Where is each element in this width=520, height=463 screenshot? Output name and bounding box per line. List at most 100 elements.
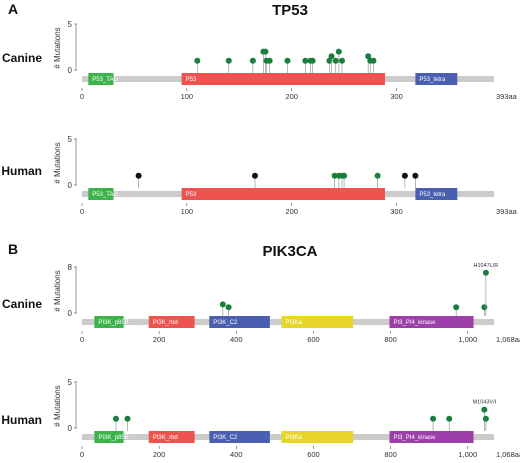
track-tp53-human: Human # Mutations 0 5 P53_TAD P53 P53_tetra 0 10… xyxy=(1,135,517,216)
domain-p53_tetra xyxy=(415,188,458,200)
mutation-point xyxy=(328,53,335,60)
x-tick-label: 0 xyxy=(80,450,84,459)
mutation-point xyxy=(374,172,381,179)
domain-label: PI3Ka xyxy=(285,320,302,326)
x-tick-label: 1,000 xyxy=(458,335,477,344)
mutation-point xyxy=(284,57,291,64)
domain-label: PI3K_p85B xyxy=(98,435,128,441)
x-tick-label: 1,000 xyxy=(458,450,477,459)
panel-b: B PIK3CA xyxy=(8,241,318,260)
mutation-point xyxy=(482,269,489,276)
species-label: Human xyxy=(1,413,42,427)
domain-pi3ka xyxy=(281,316,354,328)
x-tick-label: 0 xyxy=(80,335,84,344)
domain-label: PI3_PI4_kinase xyxy=(393,320,436,326)
domain-pi3k_p85b xyxy=(94,316,124,328)
domain-label: P53_TAD xyxy=(92,192,118,198)
mutation-point xyxy=(332,57,339,64)
mutation-point xyxy=(331,172,338,179)
mutation-point xyxy=(401,172,408,179)
domain-p53_tetra xyxy=(415,73,458,85)
mutation-point xyxy=(194,57,201,64)
x-tick-label: 100 xyxy=(181,92,194,101)
y-tick-label: 0 xyxy=(68,309,73,318)
x-tick-label: 0 xyxy=(80,92,84,101)
domain-label: PI3Ka xyxy=(285,435,302,441)
mutation-point xyxy=(326,57,333,64)
mutation-point xyxy=(412,172,419,179)
x-tick-label: 400 xyxy=(230,450,243,459)
domain-label: P53_TAD xyxy=(92,77,118,83)
track-tp53-canine: Canine # Mutations 0 5 P53_TAD P53 P53_tetra 0 1… xyxy=(2,20,518,101)
x-tick-label: 300 xyxy=(390,207,403,216)
x-tick-label: 200 xyxy=(153,335,166,344)
domain-pi3_pi4_kinase xyxy=(389,316,474,328)
domain-pi3k_p85b xyxy=(94,431,124,443)
domain-label: PI3K_p85B xyxy=(98,320,128,326)
mutation-point xyxy=(251,172,258,179)
x-tick-label: 600 xyxy=(307,335,320,344)
domain-label: P53 xyxy=(186,77,197,83)
y-tick-label: 0 xyxy=(68,181,73,190)
mutation-point xyxy=(453,304,460,311)
domain-pi3k_c2 xyxy=(209,316,270,328)
x-tick-label: 200 xyxy=(285,207,298,216)
mutation-point xyxy=(249,57,256,64)
mutation-point xyxy=(225,57,232,64)
y-tick-label: 5 xyxy=(68,20,73,29)
domain-p53 xyxy=(181,73,385,85)
mutation-point xyxy=(341,172,348,179)
mutation-point xyxy=(112,415,119,422)
domain-pi3ka xyxy=(281,431,354,443)
y-tick-label: 0 xyxy=(68,424,73,433)
mutation-point xyxy=(335,48,342,55)
domain-pi3k_rbd xyxy=(148,316,195,328)
mutation-point xyxy=(430,415,437,422)
x-tick-label: 0 xyxy=(80,207,84,216)
x-tick-label: 800 xyxy=(384,335,397,344)
mutation-point xyxy=(135,172,142,179)
mutation-point xyxy=(338,57,345,64)
mutation-point xyxy=(219,301,226,308)
track-pik3ca-canine: Canine # Mutations 0 8 PI3K_p85B PI3K_rbd PI3K… xyxy=(2,263,520,344)
mutation-point xyxy=(266,57,273,64)
x-end-label: 1,068aa xyxy=(496,335,520,344)
domain-pi3_pi4_kinase xyxy=(389,431,474,443)
mutation-point xyxy=(309,57,316,64)
panel-letter-a: A xyxy=(8,1,18,17)
y-axis-label: # Mutations xyxy=(53,270,62,311)
x-tick-label: 100 xyxy=(181,207,194,216)
domain-pi3k_rbd xyxy=(148,431,195,443)
domain-label: PI3K_C2 xyxy=(213,435,238,441)
mutation-point xyxy=(481,406,488,413)
x-tick-label: 200 xyxy=(153,450,166,459)
domain-pi3k_c2 xyxy=(209,431,270,443)
species-label: Canine xyxy=(2,297,42,311)
domain-p53_tad xyxy=(88,73,114,85)
x-end-label: 393aa xyxy=(496,92,518,101)
domain-p53 xyxy=(181,188,385,200)
domain-label: PI3K_C2 xyxy=(213,320,238,326)
domain-label: P53_tetra xyxy=(419,77,446,83)
domain-p53_tad xyxy=(88,188,114,200)
mutation-point xyxy=(370,57,377,64)
tracks-layer: Canine # Mutations 0 5 P53_TAD P53 P53_tetra 0 1… xyxy=(1,20,520,459)
domain-label: PI3K_rbd xyxy=(153,435,178,441)
mutation-point xyxy=(482,415,489,422)
mutation-point xyxy=(124,415,131,422)
mutation-point xyxy=(302,57,309,64)
domain-label: P53_tetra xyxy=(419,192,446,198)
y-tick-label: 5 xyxy=(68,378,73,387)
track-pik3ca-human: Human # Mutations 0 5 PI3K_p85B PI3K_rbd PI3K_… xyxy=(1,378,520,459)
mutation-annotation: H1047L/R xyxy=(474,263,499,269)
panel-letter-b: B xyxy=(8,241,18,257)
mutation-point xyxy=(262,48,269,55)
panel-a: A TP53 xyxy=(8,1,308,19)
domain-label: PI3K_rbd xyxy=(153,320,178,326)
x-tick-label: 300 xyxy=(390,92,403,101)
y-tick-label: 0 xyxy=(68,66,73,75)
mutation-point xyxy=(446,415,453,422)
x-tick-label: 200 xyxy=(285,92,298,101)
gene-title-tp53: TP53 xyxy=(272,2,308,19)
